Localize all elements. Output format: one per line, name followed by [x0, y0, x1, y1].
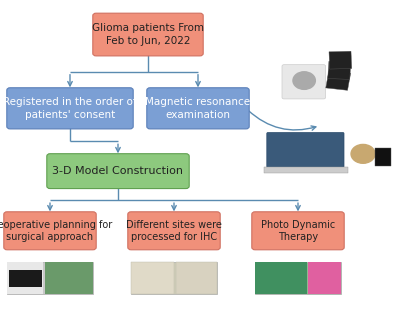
FancyBboxPatch shape [93, 13, 203, 56]
Bar [7, 262, 43, 294]
Text: 3-D Model Construction: 3-D Model Construction [52, 166, 184, 176]
Text: Photo Dynamic
Therapy: Photo Dynamic Therapy [261, 219, 335, 242]
FancyArrowPatch shape [248, 110, 316, 130]
Bar [131, 262, 174, 294]
Bar [9, 270, 42, 287]
Bar [176, 262, 217, 294]
Bar [7, 262, 93, 294]
Bar [375, 148, 391, 166]
Bar [326, 71, 351, 90]
Text: Registered in the order of
patients' consent: Registered in the order of patients' con… [3, 97, 137, 120]
FancyBboxPatch shape [128, 212, 220, 250]
FancyBboxPatch shape [282, 65, 326, 99]
FancyBboxPatch shape [147, 88, 249, 129]
FancyBboxPatch shape [267, 133, 344, 167]
Bar [328, 61, 351, 79]
Bar [329, 51, 352, 69]
FancyBboxPatch shape [47, 154, 189, 188]
Text: Magnetic resonance
examination: Magnetic resonance examination [146, 97, 250, 120]
FancyBboxPatch shape [4, 212, 96, 250]
FancyBboxPatch shape [252, 212, 344, 250]
Bar [308, 262, 341, 294]
Bar [45, 262, 93, 294]
Text: Preoperative planning for
surgical approach: Preoperative planning for surgical appro… [0, 219, 112, 242]
Circle shape [293, 72, 315, 89]
Circle shape [351, 144, 375, 163]
Bar [255, 262, 341, 294]
Text: Glioma patients From
Feb to Jun, 2022: Glioma patients From Feb to Jun, 2022 [92, 23, 204, 46]
FancyBboxPatch shape [7, 88, 133, 129]
Bar [264, 167, 348, 173]
Text: Different sites were
processed for IHC: Different sites were processed for IHC [126, 219, 222, 242]
Bar [255, 262, 306, 294]
Bar [131, 262, 217, 294]
